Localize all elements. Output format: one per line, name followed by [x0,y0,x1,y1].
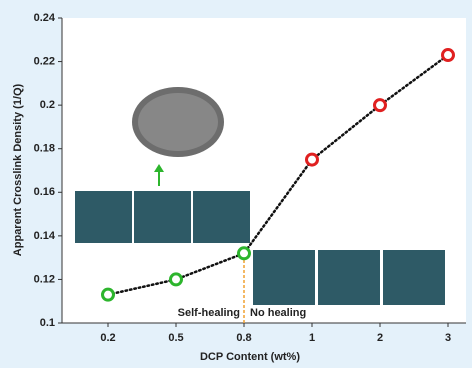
chart: DCP Content (wt%) Apparent Crosslink Den… [0,0,472,368]
marker [375,100,386,111]
micrograph [318,250,380,305]
x-tick-label: 0.2 [100,332,115,344]
micrograph [134,191,191,243]
marker [171,274,182,285]
x-tick-label: 2 [377,332,383,344]
x-axis-label: DCP Content (wt%) [200,351,300,363]
y-tick-label: 0.24 [34,12,56,24]
micrograph [253,250,315,305]
y-tick-label: 0.2 [40,99,55,111]
micrograph [383,250,445,305]
x-tick-label: 0.8 [236,332,251,344]
y-tick-label: 0.18 [34,143,55,155]
micrograph [75,191,132,243]
marker [307,154,318,165]
marker [239,248,250,259]
x-tick-label: 1 [309,332,315,344]
micrograph [193,191,250,243]
sem-texture [138,93,218,151]
micrographs-left [75,191,250,243]
y-tick-label: 0.22 [34,55,55,67]
micrographs-right [253,250,445,305]
y-tick-label: 0.12 [34,273,55,285]
y-axis-label: Apparent Crosslink Density (1/Q) [12,83,24,256]
marker [443,50,454,61]
annotation: Self-healing [178,307,240,319]
y-tick-label: 0.1 [40,317,55,329]
y-tick-label: 0.16 [34,186,55,198]
y-tick-label: 0.14 [34,230,56,242]
x-tick-label: 0.5 [168,332,183,344]
page: DCP Content (wt%) Apparent Crosslink Den… [0,0,472,368]
x-tick-label: 3 [445,332,451,344]
annotation: No healing [250,307,306,319]
marker [103,289,114,300]
